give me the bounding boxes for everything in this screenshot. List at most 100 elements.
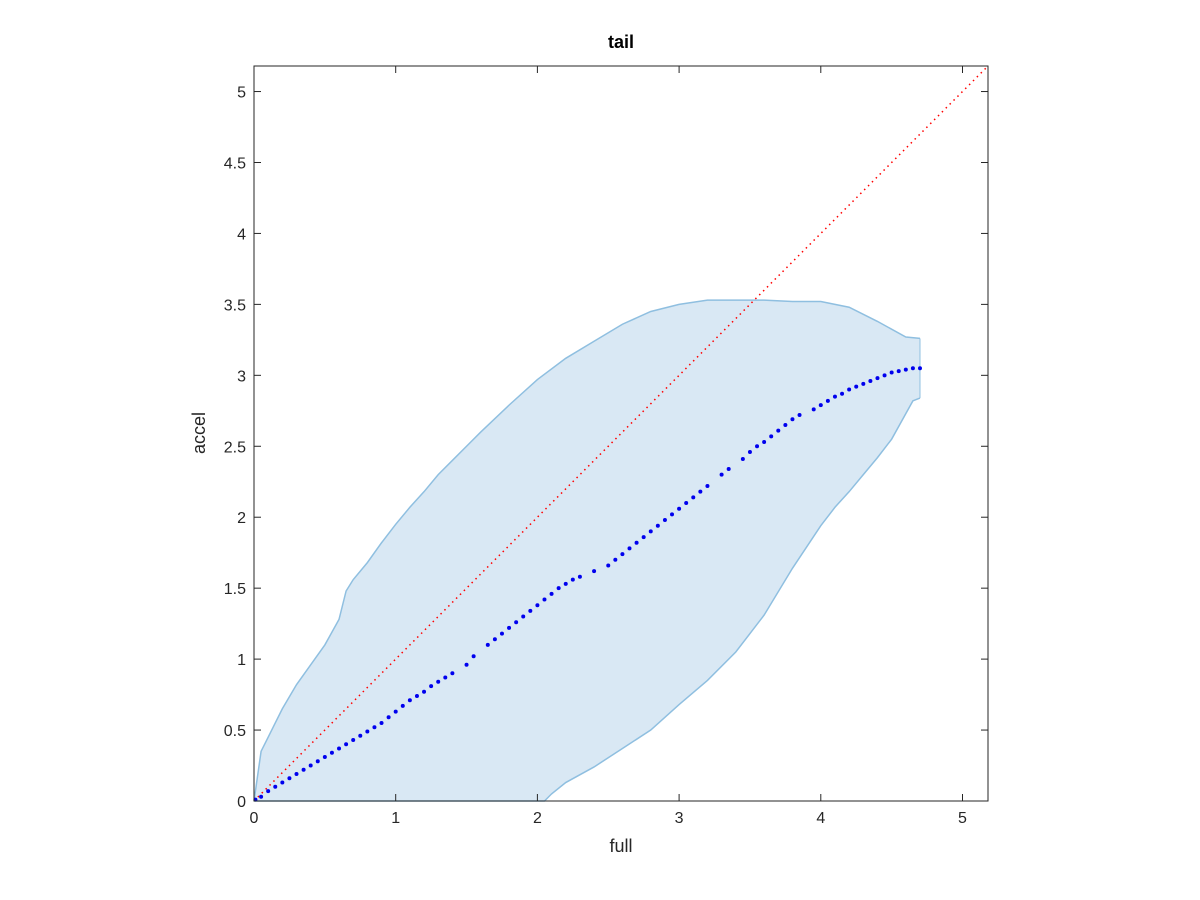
y-tick-label: 1.5 [224,581,246,598]
data-point [634,540,639,545]
data-point [280,780,285,785]
data-point [670,512,675,517]
data-point [825,398,830,403]
data-point [393,709,398,714]
data-point [266,789,271,794]
data-point [847,387,852,392]
data-point [379,720,384,725]
data-point [358,733,363,738]
data-point [818,403,823,408]
y-tick-label: 0.5 [224,723,246,740]
data-point [627,546,632,551]
data-point [903,367,908,372]
data-point [662,518,667,523]
x-tick-label: 2 [533,810,542,827]
data-point [259,794,264,799]
data-point [337,746,342,751]
data-point [811,407,816,412]
data-point [854,384,859,389]
y-tick-label: 4.5 [224,155,246,172]
y-tick-label: 4 [237,226,246,243]
data-point [542,597,547,602]
data-point [577,574,582,579]
plot-frame [253,65,989,802]
data-point [868,379,873,383]
data-point [747,449,752,454]
data-point [769,434,774,439]
data-point [429,684,434,689]
data-point [365,729,370,734]
data-point [889,370,894,375]
x-axis-label: full [609,836,632,856]
data-point [875,376,880,381]
data-point [620,552,625,557]
data-point [592,569,597,574]
data-point [528,608,533,613]
x-ticks: 0 1 2 3 4 5 [250,66,967,827]
data-point [705,484,710,488]
data-point [563,581,568,586]
data-point [613,557,618,562]
data-point [443,675,448,680]
data-point [549,591,554,596]
data-point [450,671,455,676]
data-point [691,495,696,500]
data-point [422,689,427,694]
data-point [783,422,788,427]
data-point [684,501,689,506]
data-point [698,489,703,494]
data-point [273,784,278,789]
data-point [351,737,356,742]
data-point [896,369,901,374]
data-point [726,466,731,471]
data-point [535,603,540,608]
data-point [492,637,497,642]
data-point [556,586,561,591]
x-tick-label: 0 [250,810,259,827]
data-point [641,535,646,540]
data-point [507,625,512,630]
data-point [790,417,795,422]
chart-band [253,299,921,802]
y-axis-label: accel [189,412,209,454]
data-point [755,444,760,449]
data-point [414,694,419,698]
y-tick-label: 5 [237,85,246,102]
points-layer [253,366,922,802]
data-point [521,614,526,619]
x-tick-label: 5 [958,810,967,827]
data-point [436,679,441,684]
data-point [655,523,660,528]
data-point [372,725,377,730]
data-point [294,772,299,777]
data-point [832,394,837,399]
x-tick-label: 1 [391,810,400,827]
data-point [606,563,611,568]
data-point [407,698,412,703]
data-point [308,763,313,768]
data-point [400,703,405,708]
data-point [861,381,866,386]
x-tick-label: 3 [675,810,684,827]
data-point [464,662,469,667]
y-tick-label: 0 [237,794,246,811]
y-ticks: 0 0.5 1 1.5 2 2.5 3 3.5 4 4.5 5 [224,85,988,811]
data-point [648,529,653,534]
data-point [740,457,745,462]
confidence-band [254,300,920,801]
data-point [322,755,327,760]
x-tick-label: 4 [816,810,825,827]
data-point [797,413,802,418]
data-point [719,472,724,477]
data-point [344,742,349,747]
chart-title: tail [608,32,634,52]
upper-bound-line [253,299,921,802]
data-point [840,391,845,396]
data-point [882,373,887,378]
data-point [301,767,306,772]
y-tick-label: 1 [237,652,246,669]
y-tick-label: 3.5 [224,297,246,314]
data-point [570,577,575,582]
data-point [386,715,391,720]
